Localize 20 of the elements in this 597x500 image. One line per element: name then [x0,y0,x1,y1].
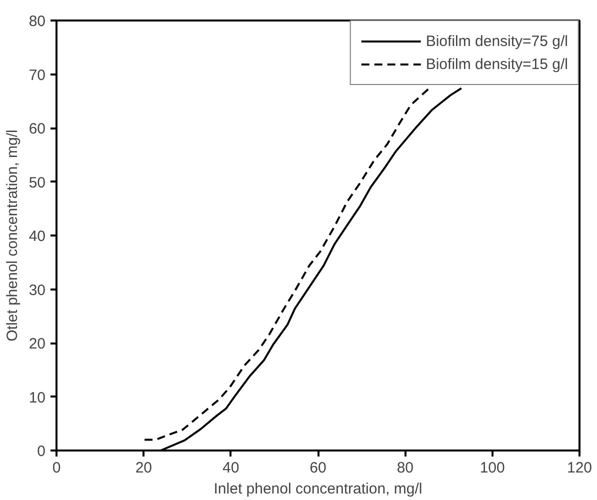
x-tick-label: 0 [52,460,61,476]
y-tick-label: 30 [28,282,46,299]
y-tick-label: 0 [37,443,46,460]
legend-label: Biofilm density=15 g/l [426,56,568,72]
y-tick-label: 10 [28,389,46,406]
y-axis-title: Otlet phenol concentration, mg/l [4,130,21,342]
legend-label: Biofilm density=75 g/l [426,32,568,50]
y-tick-label: 20 [28,336,46,352]
x-tick-label: 20 [135,460,152,476]
x-axis-title: Inlet phenol concentration, mg/l [214,480,422,498]
x-tick-label: 80 [396,460,414,476]
y-tick-label: 60 [28,120,46,138]
y-tick-label: 50 [28,174,46,192]
x-tick-label: 60 [310,460,326,476]
y-tick-label: 80 [28,13,46,30]
y-tick-label: 40 [28,228,46,245]
x-tick-label: 40 [222,460,240,476]
x-tick-label: 100 [480,460,505,476]
y-tick-label: 70 [28,66,46,84]
x-tick-label: 120 [566,460,592,476]
